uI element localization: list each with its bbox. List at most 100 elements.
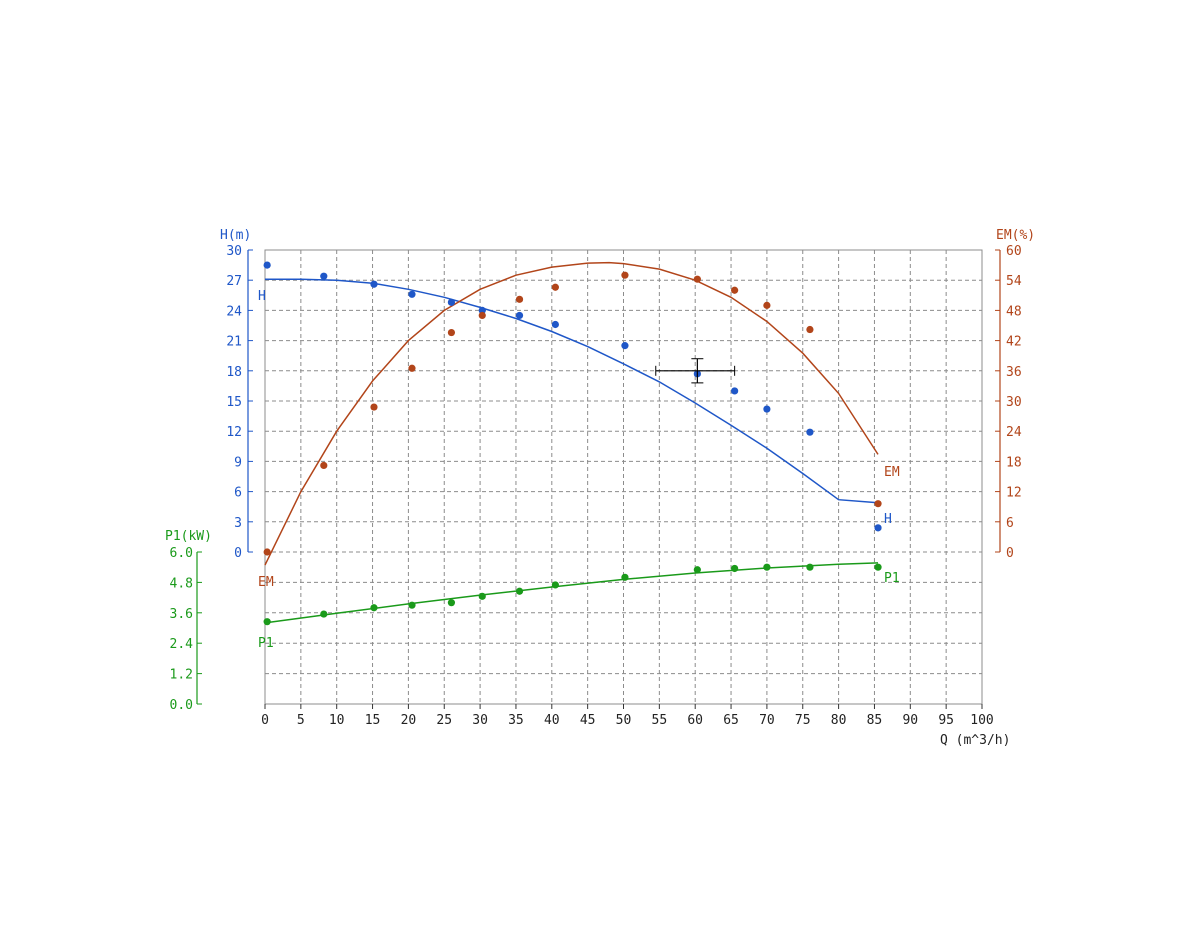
data-point-p1 [693,566,701,574]
data-point-em [370,403,378,411]
p1-axis-tick-label: 1.2 [170,668,193,683]
x-axis-tick-label: 35 [508,713,524,728]
data-point-em [263,548,271,556]
em-axis-tick-label: 30 [1006,395,1022,410]
h-axis-tick-label: 27 [226,274,242,289]
data-point-h [621,342,629,350]
em-axis-tick-label: 48 [1006,304,1022,319]
x-axis-tick-label: 5 [297,713,305,728]
data-point-em [874,500,882,508]
data-point-h [806,428,814,436]
x-axis-title: Q (m^3/h) [940,733,1010,748]
data-point-em [408,364,416,372]
em-axis-tick-label: 0 [1006,546,1014,561]
axes: 036912151821242730H(m)061218243036424854… [165,228,1035,748]
h-axis-tick-label: 9 [234,455,242,470]
x-axis-tick-label: 15 [365,713,381,728]
data-point-h [370,280,378,288]
data-point-h [763,405,771,413]
data-point-h [447,298,456,306]
data-points [263,261,882,626]
x-axis-tick-label: 85 [867,713,883,728]
series-start-label-h: H [258,289,266,304]
em-axis-tick-label: 24 [1006,425,1022,440]
p1-axis-tick-label: 4.8 [170,576,193,591]
h-axis-tick-label: 6 [234,486,242,501]
data-point-h [515,311,524,320]
p1-axis-tick-label: 3.6 [170,607,193,622]
h-axis-tick-label: 3 [234,516,242,531]
data-point-em [320,461,328,470]
data-point-p1 [551,581,559,589]
data-point-h [731,387,739,395]
x-axis-tick-label: 30 [472,713,488,728]
h-axis-tick-label: 18 [226,365,242,380]
em-axis-tick-label: 36 [1006,365,1022,380]
data-point-em [621,271,629,279]
em-axis-tick-label: 60 [1006,244,1022,259]
x-axis-tick-label: 20 [401,713,417,728]
data-point-p1 [806,563,814,571]
grid [264,249,983,705]
p1-axis-tick-label: 0.0 [170,698,193,713]
h-axis-tick-label: 15 [226,395,242,410]
em-axis-tick-label: 42 [1006,335,1022,350]
em-axis-tick-label: 12 [1006,486,1022,501]
data-point-h [478,306,486,314]
x-axis-tick-label: 70 [759,713,775,728]
data-point-p1 [621,573,629,581]
series-end-label-p1: P1 [884,571,900,586]
x-axis-tick-label: 100 [970,713,993,728]
h-axis-tick-label: 30 [226,244,242,259]
x-axis-tick-label: 40 [544,713,560,728]
x-axis-tick-label: 50 [616,713,632,728]
x-axis-tick-label: 80 [831,713,847,728]
x-axis-tick-label: 65 [723,713,739,728]
data-point-h [874,524,882,532]
x-axis-tick-label: 90 [902,713,918,728]
data-point-h [320,272,328,280]
series-curve-em [264,261,879,566]
h-axis-tick-label: 21 [226,335,242,350]
data-point-p1 [731,564,739,573]
data-point-h [551,320,559,329]
data-point-p1 [320,610,328,618]
data-point-em [693,275,701,283]
x-axis-tick-label: 95 [938,713,954,728]
p1-axis-tick-label: 6.0 [170,546,193,561]
h-axis-title: H(m) [220,228,251,243]
labels: H H EM EM P1 P1 [258,289,900,651]
x-axis-tick-label: 55 [652,713,668,728]
data-point-h [408,290,416,298]
em-axis-tick-label: 54 [1006,274,1022,289]
data-point-em [551,283,559,291]
p1-axis-title: P1(kW) [165,529,212,544]
series-end-label-h: H [884,512,892,527]
series-curve-p1 [264,562,879,624]
data-point-p1 [763,563,771,571]
x-axis-tick-label: 0 [261,713,269,728]
x-axis-tick-label: 45 [580,713,596,728]
data-point-p1 [515,587,524,595]
data-point-p1 [263,618,271,626]
data-point-p1 [874,563,882,571]
x-axis-tick-label: 60 [687,713,703,728]
data-point-em [806,325,814,334]
x-axis-tick-label: 25 [436,713,452,728]
series-end-label-em: EM [884,465,900,480]
data-point-h [263,261,271,269]
h-axis-tick-label: 24 [226,304,242,319]
x-axis-tick-label: 75 [795,713,811,728]
data-point-em [731,286,739,294]
data-point-p1 [408,601,416,609]
series-start-label-em: EM [258,575,274,590]
data-point-em [515,295,524,303]
h-axis-tick-label: 12 [226,425,242,440]
data-point-em [478,311,486,320]
em-axis-tick-label: 18 [1006,455,1022,470]
em-axis-title: EM(%) [996,228,1035,243]
x-axis-tick-label: 10 [329,713,345,728]
data-point-p1 [478,592,486,600]
em-axis-tick-label: 6 [1006,516,1014,531]
